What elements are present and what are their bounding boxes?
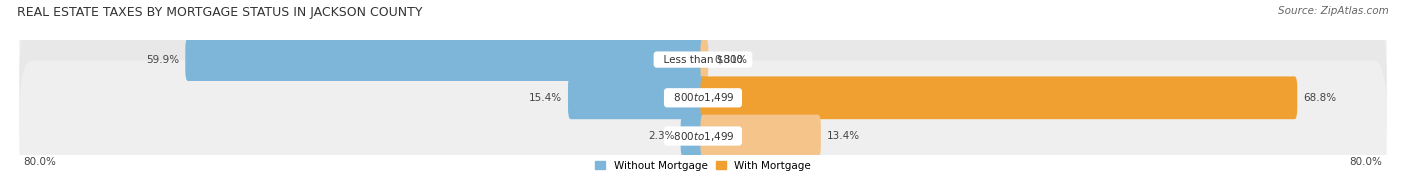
FancyBboxPatch shape [700,38,709,81]
FancyBboxPatch shape [681,115,706,157]
Text: REAL ESTATE TAXES BY MORTGAGE STATUS IN JACKSON COUNTY: REAL ESTATE TAXES BY MORTGAGE STATUS IN … [17,6,422,19]
FancyBboxPatch shape [20,60,1386,196]
Text: 13.4%: 13.4% [827,131,860,141]
FancyBboxPatch shape [20,22,1386,173]
Text: 0.31%: 0.31% [714,55,747,65]
FancyBboxPatch shape [186,38,706,81]
Text: Less than $800: Less than $800 [657,55,749,65]
Text: $800 to $1,499: $800 to $1,499 [666,91,740,104]
Legend: Without Mortgage, With Mortgage: Without Mortgage, With Mortgage [595,161,811,171]
Text: 68.8%: 68.8% [1303,93,1337,103]
FancyBboxPatch shape [568,76,706,119]
FancyBboxPatch shape [700,76,1298,119]
Text: Source: ZipAtlas.com: Source: ZipAtlas.com [1278,6,1389,16]
Text: 2.3%: 2.3% [648,131,675,141]
Text: $800 to $1,499: $800 to $1,499 [666,130,740,142]
Text: 80.0%: 80.0% [1350,157,1382,167]
Text: 59.9%: 59.9% [146,55,179,65]
FancyBboxPatch shape [700,115,821,157]
FancyBboxPatch shape [20,0,1386,135]
Text: 80.0%: 80.0% [24,157,56,167]
Text: 15.4%: 15.4% [529,93,562,103]
